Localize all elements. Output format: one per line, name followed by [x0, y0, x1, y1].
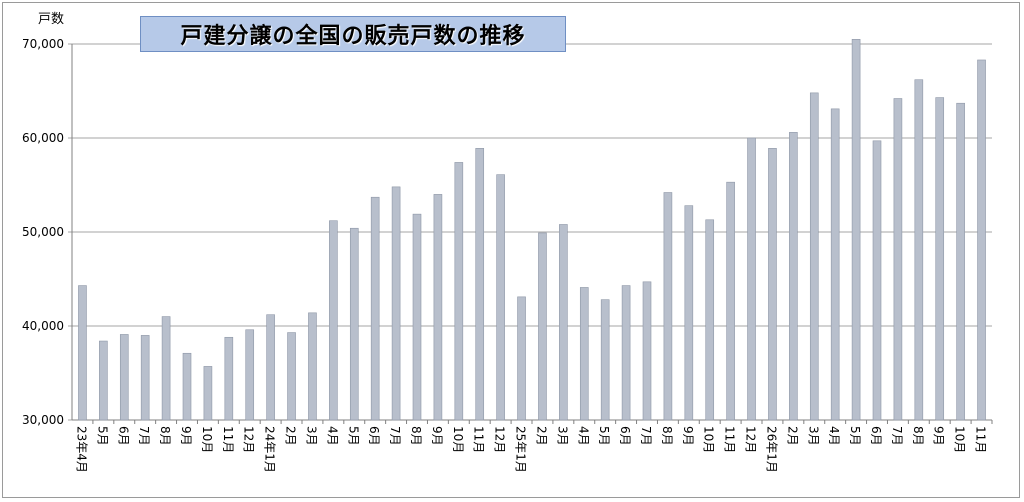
y-tick-label: 60,000	[22, 131, 64, 145]
bar	[726, 181, 735, 421]
x-tick-label: 4月	[827, 426, 841, 446]
bar	[621, 285, 631, 421]
bar	[684, 205, 694, 421]
bar	[245, 329, 255, 421]
x-tick-label: 12月	[744, 426, 758, 453]
bar	[454, 162, 464, 421]
bar	[851, 38, 861, 421]
y-tick-label: 30,000	[22, 413, 64, 427]
bar	[78, 285, 87, 421]
x-tick-label: 4月	[576, 426, 590, 446]
bar	[329, 220, 338, 421]
bar	[349, 227, 359, 421]
y-axis-unit-label: 戸数	[38, 12, 65, 27]
bar	[370, 196, 380, 421]
x-tick-label: 3月	[806, 426, 820, 446]
x-tick-label: 9月	[932, 426, 946, 446]
bar	[705, 219, 715, 421]
bar	[579, 287, 589, 421]
x-tick-label: 12月	[493, 426, 507, 453]
x-tick-label: 8月	[911, 426, 925, 446]
x-tick-label: 5月	[597, 426, 611, 446]
x-tick-label: 2月	[284, 426, 298, 446]
x-tick-label: 23年4月	[74, 426, 88, 473]
x-tick-label: 10月	[702, 426, 716, 453]
bar	[935, 97, 945, 421]
x-tick-label: 6月	[116, 426, 130, 446]
bar	[600, 299, 610, 421]
bar	[559, 224, 568, 421]
bar	[768, 148, 777, 421]
x-tick-label: 7月	[890, 426, 904, 446]
bar	[99, 340, 108, 421]
x-tick-label: 4月	[325, 426, 339, 446]
bar	[119, 334, 129, 421]
x-tick-label: 11月	[723, 426, 737, 453]
bar	[663, 192, 673, 421]
bar	[182, 352, 192, 421]
bar	[747, 137, 756, 421]
x-tick-label: 9月	[430, 426, 444, 446]
bar	[830, 108, 840, 421]
bar	[140, 335, 150, 421]
x-tick-label: 10月	[451, 426, 465, 453]
x-tick-label: 9月	[179, 426, 193, 446]
bar	[809, 92, 819, 421]
y-tick-label: 40,000	[22, 319, 64, 333]
x-tick-label: 5月	[95, 426, 109, 446]
x-tick-label: 10月	[200, 426, 214, 453]
chart-title-box: 戸建分譲の全国の販売戸数の推移	[140, 16, 566, 52]
x-tick-label: 2月	[785, 426, 799, 446]
bar	[391, 186, 401, 421]
x-tick-label: 7月	[137, 426, 151, 446]
bar	[433, 194, 443, 421]
x-tick-label: 3月	[304, 426, 318, 446]
bar	[914, 79, 924, 421]
bar	[412, 213, 422, 421]
x-tick-label: 12月	[242, 426, 256, 453]
bar	[203, 366, 213, 421]
x-tick-label: 11月	[221, 426, 235, 453]
x-tick-label: 2月	[534, 426, 548, 446]
x-tick-label: 9月	[681, 426, 695, 446]
bar	[475, 148, 485, 421]
x-tick-label: 3月	[555, 426, 569, 446]
chart-title: 戸建分譲の全国の販売戸数の推移	[180, 24, 526, 49]
bar	[161, 316, 171, 421]
x-tick-label: 5月	[346, 426, 360, 446]
bar	[538, 232, 547, 421]
x-tick-label: 10月	[953, 426, 967, 453]
y-tick-label: 50,000	[22, 225, 64, 239]
bar	[308, 312, 317, 421]
x-tick-label: 8月	[158, 426, 172, 446]
bar	[266, 314, 275, 421]
x-tick-label: 6月	[869, 426, 883, 446]
x-tick-label: 7月	[639, 426, 653, 446]
x-tick-label: 11月	[974, 426, 988, 453]
x-tick-label: 6月	[618, 426, 632, 446]
bar	[517, 296, 526, 421]
bar	[893, 98, 903, 421]
x-tick-label: 8月	[409, 426, 423, 446]
x-tick-label: 5月	[848, 426, 862, 446]
bar	[496, 174, 505, 421]
x-tick-label: 26年1月	[764, 426, 778, 473]
x-tick-label: 25年1月	[514, 426, 528, 473]
bar	[956, 102, 965, 421]
bar	[642, 281, 652, 421]
bar	[224, 336, 234, 421]
y-tick-label: 70,000	[22, 37, 64, 51]
bar	[789, 132, 798, 421]
bar	[287, 332, 296, 421]
x-tick-label: 8月	[660, 426, 674, 446]
x-tick-label: 24年1月	[263, 426, 277, 473]
x-tick-label: 11月	[472, 426, 486, 453]
bar	[872, 140, 882, 421]
x-tick-label: 6月	[367, 426, 381, 446]
bar	[977, 59, 986, 421]
x-tick-label: 7月	[388, 426, 402, 446]
